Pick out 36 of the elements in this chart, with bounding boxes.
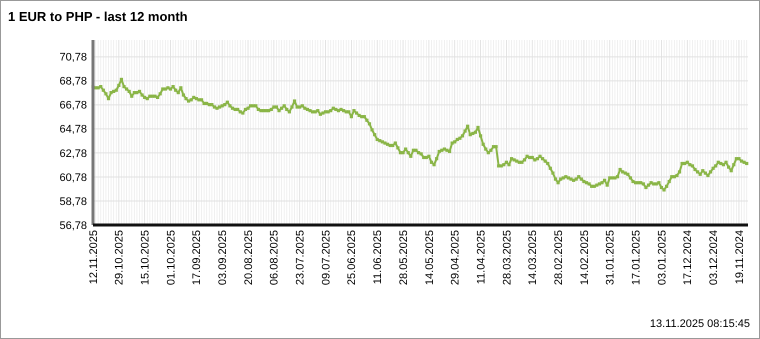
y-tick-label: 70,78 (59, 52, 87, 64)
text: 13.11.2025 08:15:45 (650, 318, 750, 330)
chart-title: 1 EUR to PHP - last 12 month (8, 9, 188, 24)
x-tick-label: 28.03.2025 (501, 230, 514, 286)
y-tick-label: 58,78 (59, 196, 87, 208)
x-tick-label: 17.12.2024 (682, 230, 694, 286)
x-tick-label: 15.10.2025 (140, 230, 152, 286)
x-tick-label: 25.06.2025 (346, 230, 358, 286)
x-tick-label: 29.10.2025 (114, 230, 126, 286)
x-tick-label: 19.11.2024 (734, 230, 746, 284)
x-tick-label: 17.01.2025 (630, 230, 642, 286)
y-tick-label: 60,78 (59, 172, 87, 184)
x-tick-label: 03.09.2025 (217, 230, 230, 286)
y-tick-label: 56,78 (59, 220, 87, 232)
x-tick-label: 28.05.2025 (398, 230, 410, 286)
x-tick-label: 14.02.2025 (578, 230, 591, 286)
x-tick-label: 03.01.2025 (656, 230, 668, 286)
x-tick-label: 20.08.2025 (242, 230, 255, 286)
x-tick-label: 14.05.2025 (424, 230, 436, 286)
x-tick-label: 29.04.2025 (450, 230, 462, 286)
x-tick-label: 06.08.2025 (268, 230, 281, 286)
x-tick-label: 11.06.2025 (372, 230, 384, 284)
y-tick-label: 66,78 (59, 100, 87, 112)
x-tick-label: 31.01.2025 (604, 230, 617, 286)
y-tick-label: 68,78 (59, 76, 87, 88)
x-tick-label: 03.12.2024 (708, 230, 720, 286)
y-tick-label: 64,78 (59, 124, 87, 136)
x-tick-label: 12.11.2025 (88, 230, 100, 284)
x-tick-label: 14.03.2025 (527, 230, 540, 286)
x-tick-label: 17.09.2025 (191, 230, 204, 286)
x-tick-label: 28.02.2025 (552, 230, 565, 286)
x-tick-label: 23.07.2025 (294, 230, 307, 286)
x-tick-label: 09.07.2025 (320, 230, 332, 286)
y-tick-label: 62,78 (59, 148, 87, 160)
x-tick-label: 11.04.2025 (475, 230, 488, 284)
x-tick-label: 01.10.2025 (165, 230, 178, 286)
